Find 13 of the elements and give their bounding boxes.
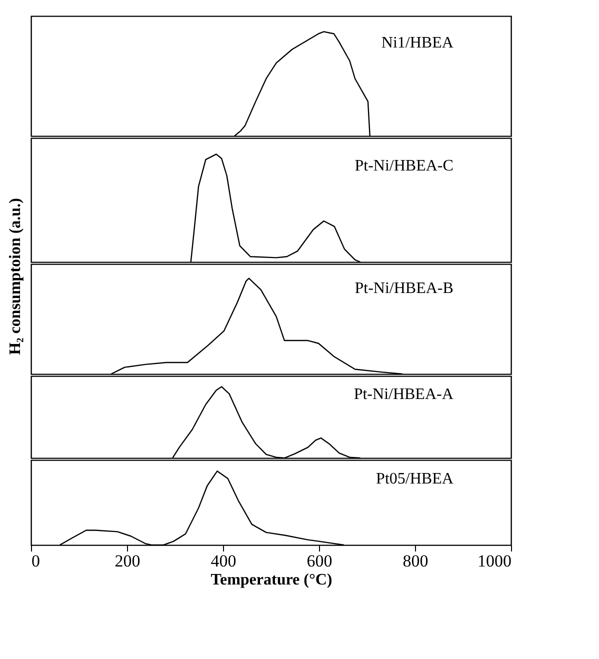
text: Ni1/HBEA — [381, 34, 454, 52]
x-tick-label: 800 — [402, 552, 428, 570]
x-tick-label: 600 — [306, 552, 332, 570]
y-axis-title: H₂ consumptoion (a.u.) — [7, 198, 24, 355]
x-tick-label: 1000 — [478, 552, 512, 570]
x-axis-title: Temperature (°C) — [210, 572, 332, 588]
x-tick-label: 400 — [210, 552, 236, 570]
text: Pt-Ni/HBEA-A — [354, 386, 454, 404]
text: Pt-Ni/HBEA-B — [354, 280, 454, 298]
x-tick-label: 0 — [32, 552, 40, 570]
text: Pt-Ni/HBEA-C — [354, 157, 454, 174]
x-tick-label: 200 — [114, 552, 140, 570]
text: Pt05/HBEA — [376, 470, 454, 488]
